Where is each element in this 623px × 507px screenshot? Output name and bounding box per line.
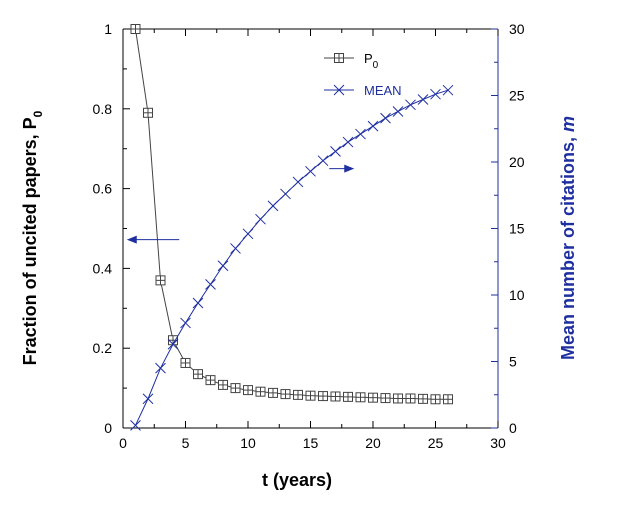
data-point-mean	[317, 155, 329, 167]
x-tick-label: 20	[365, 435, 381, 451]
right-y-tick-label: 25	[509, 88, 525, 104]
data-point-mean	[367, 120, 379, 132]
data-point-p0	[180, 357, 191, 368]
left-y-tick-label: 0	[104, 420, 112, 436]
x-tick-label: 5	[182, 435, 190, 451]
right-axis-arrow-head	[344, 164, 355, 173]
left-y-tick-label: 0.8	[93, 101, 113, 117]
data-point-p0	[280, 389, 291, 400]
data-point-mean	[305, 165, 316, 177]
legend-label-p0-subscript: 0	[373, 60, 379, 71]
data-point-p0	[355, 392, 366, 403]
data-point-p0	[343, 391, 353, 402]
data-point-p0	[255, 386, 266, 397]
right-y-tick-label: 20	[509, 154, 525, 170]
annotations-layer	[126, 164, 355, 244]
legend-entry-mean: MEAN	[324, 83, 402, 98]
x-axis-title: t (years)	[262, 470, 332, 490]
data-point-mean	[205, 279, 216, 290]
left-axis-arrow-head	[126, 235, 137, 244]
data-point-mean	[242, 228, 254, 240]
series-line-mean	[135, 89, 449, 426]
x-tick-label: 15	[303, 435, 319, 451]
data-point-mean	[192, 297, 204, 309]
left-y-axis-title: Fraction of uncited papers, P0	[20, 110, 45, 365]
x-tick-label: 25	[428, 435, 444, 451]
x-tick-label: 10	[240, 435, 256, 451]
data-point-mean	[142, 393, 154, 405]
legend: P0 MEAN	[324, 51, 402, 98]
data-point-p0	[293, 389, 303, 400]
right-y-tick-label: 30	[509, 21, 525, 37]
left-y-axis-title-subscript: 0	[31, 110, 45, 117]
data-point-mean	[230, 243, 241, 254]
data-point-p0	[155, 275, 166, 286]
data-point-p0	[143, 107, 153, 118]
data-point-p0	[205, 375, 216, 386]
data-point-mean	[217, 260, 229, 272]
data-point-mean	[130, 419, 141, 431]
data-point-mean	[292, 176, 304, 188]
right-y-axis-title-italic: m	[558, 116, 578, 132]
data-point-mean	[180, 317, 191, 329]
data-point-p0	[393, 393, 403, 404]
left-y-axis-title-main: Fraction of uncited papers, P	[20, 117, 40, 365]
legend-marker-mean-b	[333, 84, 345, 96]
x-axis: 0 5 10 15 20 25 30	[119, 29, 506, 451]
data-point-p0	[368, 392, 378, 403]
data-point-mean	[255, 213, 266, 225]
legend-label-mean: MEAN	[364, 83, 402, 98]
data-point-p0	[268, 387, 278, 398]
right-y-axis-title-main: Mean number of citations,	[558, 132, 578, 360]
legend-label-p0-main: P	[364, 51, 373, 66]
data-point-p0	[380, 393, 391, 404]
data-point-mean	[405, 99, 416, 111]
data-point-p0	[443, 394, 453, 405]
data-point-mean	[280, 188, 291, 200]
left-y-axis: 0 0.2 0.4 0.6 0.8 1	[93, 21, 130, 436]
data-point-mean	[417, 94, 429, 105]
data-point-p0	[230, 383, 241, 394]
data-point-mean	[380, 112, 391, 124]
series-layer	[130, 24, 454, 431]
data-point-mean	[342, 136, 354, 148]
data-point-p0	[418, 393, 428, 404]
data-point-p0	[218, 379, 228, 390]
data-point-p0	[330, 391, 341, 402]
data-point-p0	[430, 394, 441, 405]
left-y-tick-label: 0.2	[93, 340, 113, 356]
legend-label-p0: P0	[364, 51, 379, 71]
left-y-tick-label: 1	[104, 21, 112, 37]
right-y-tick-label: 15	[509, 221, 525, 237]
right-y-axis-title: Mean number of citations, m	[558, 116, 578, 360]
left-y-tick-label: 0.6	[93, 181, 113, 197]
data-point-mean	[167, 338, 179, 350]
right-y-tick-label: 0	[509, 420, 517, 436]
right-y-tick-label: 5	[509, 354, 517, 370]
data-point-mean	[267, 200, 279, 212]
x-tick-label: 0	[119, 435, 127, 451]
data-point-p0	[405, 393, 416, 404]
data-point-p0	[193, 369, 203, 380]
left-y-tick-label: 0.4	[93, 260, 113, 276]
legend-entry-p0: P0	[324, 51, 379, 71]
data-point-mean	[392, 106, 404, 117]
data-point-p0	[243, 385, 253, 396]
data-point-mean	[330, 146, 341, 157]
data-point-p0	[130, 24, 141, 34]
plot-area	[122, 28, 499, 429]
right-y-axis: 0 5 10 15 20 25 30	[491, 21, 525, 436]
data-point-p0	[318, 391, 328, 402]
right-y-tick-label: 10	[509, 287, 525, 303]
data-point-mean	[155, 362, 166, 374]
data-point-mean	[442, 84, 454, 96]
data-point-mean	[430, 88, 441, 100]
x-tick-label: 30	[490, 435, 506, 451]
data-point-p0	[305, 390, 316, 401]
data-point-mean	[355, 128, 366, 140]
